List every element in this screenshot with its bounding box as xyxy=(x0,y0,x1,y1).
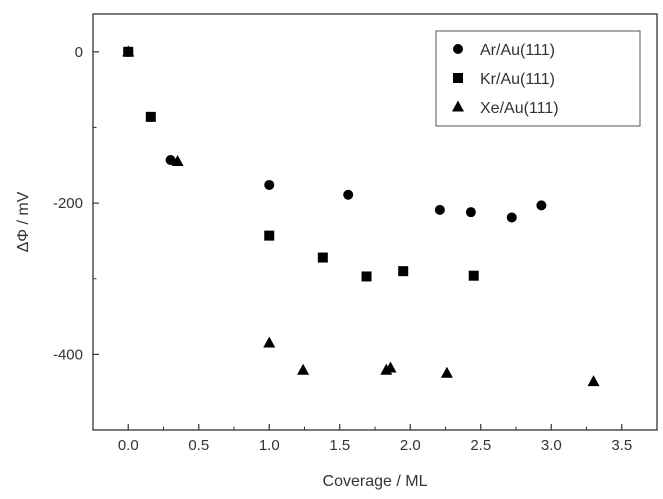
legend-marker-square xyxy=(453,73,463,83)
legend-label-ar: Ar/Au(111) xyxy=(480,42,555,59)
data-point-circle xyxy=(536,200,547,211)
x-tick-label: 0.0 xyxy=(118,437,139,454)
legend-marker-circle xyxy=(453,44,463,54)
data-point-square xyxy=(264,230,275,241)
data-point-triangle xyxy=(297,363,310,375)
points-layer xyxy=(122,45,600,387)
data-point-circle xyxy=(465,207,476,218)
data-point-square xyxy=(361,271,372,282)
x-tick-label: 1.5 xyxy=(329,437,350,454)
legend-marker-circle xyxy=(453,44,463,54)
data-point-triangle xyxy=(587,375,600,387)
legend-marker-square xyxy=(453,73,463,83)
x-axis-title: Coverage / ML xyxy=(323,473,428,490)
data-point-square xyxy=(398,266,409,277)
data-point-circle xyxy=(264,179,275,190)
data-point-square xyxy=(317,252,328,263)
data-point-triangle xyxy=(384,361,397,373)
x-tick-label: 3.5 xyxy=(611,437,632,454)
data-point-circle xyxy=(165,154,176,165)
legend-marker-triangle xyxy=(452,100,464,112)
x-tick-label: 1.0 xyxy=(259,437,280,454)
y-tick-label: -200 xyxy=(53,195,83,212)
y-tick-label: 0 xyxy=(75,44,83,61)
legend: Ar/Au(111) Kr/Au(111) Xe/Au(111) xyxy=(435,30,641,127)
x-tick-label: 2.0 xyxy=(400,437,421,454)
y-axis-title: ΔΦ / mV xyxy=(15,191,32,252)
x-tick-label: 0.5 xyxy=(188,437,209,454)
x-tick-label: 3.0 xyxy=(541,437,562,454)
legend-box xyxy=(435,30,641,127)
legend-entry-xe: Xe/Au(111) xyxy=(452,100,559,117)
legend-entry-ar: Ar/Au(111) xyxy=(453,42,555,59)
data-point-circle xyxy=(506,212,517,223)
legend-label-kr: Kr/Au(111) xyxy=(480,71,555,88)
data-point-triangle xyxy=(122,45,135,57)
data-point-square xyxy=(468,270,479,281)
data-point-circle xyxy=(434,204,445,215)
data-point-circle xyxy=(343,189,354,200)
data-point-triangle xyxy=(171,154,184,166)
legend-entry-kr: Kr/Au(111) xyxy=(453,71,555,88)
data-point-triangle xyxy=(440,366,453,378)
y-tick-label: -400 xyxy=(53,346,83,363)
data-point-square xyxy=(145,111,156,122)
ticks-layer: 0.0 0.5 1.0 1.5 2.0 2.5 3.0 3.5 0 -200 -400 xyxy=(53,44,632,454)
legend-marker-triangle xyxy=(452,100,464,112)
data-point-triangle xyxy=(263,336,276,348)
series-triangle xyxy=(122,45,600,387)
x-tick-label: 2.5 xyxy=(470,437,491,454)
legend-label-xe: Xe/Au(111) xyxy=(480,100,559,117)
